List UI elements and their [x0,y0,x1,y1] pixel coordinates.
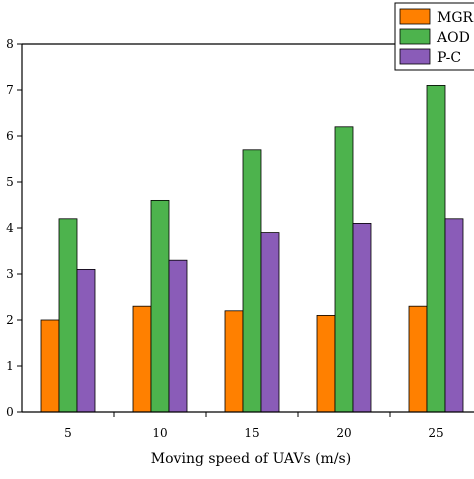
bar-aod-10 [150,199,170,413]
bar-aod-5 [58,218,78,413]
bar-p-c-5 [76,268,96,413]
bar-mgr-10 [132,305,152,413]
y-tick-label-0: 0 [6,405,14,419]
bar-p-c-25 [444,218,464,413]
y-tick-label-3: 3 [6,267,14,281]
bar-aod-15 [242,149,262,413]
x-tick-label-20: 20 [336,426,351,440]
x-axis-title: Moving speed of UAVs (m/s) [151,451,351,467]
bar-mgr-20 [316,314,336,413]
x-tick-label-10: 10 [152,426,167,440]
bar-aod-25 [426,85,446,413]
legend-label-aod: AOD [436,30,470,46]
y-tick-label-1: 1 [6,359,14,373]
legend-swatch-p-c [399,48,431,65]
ticks-layer: 0 1 2 3 4 5 6 7 8 5 10 15 20 25 [6,37,443,440]
bar-p-c-10 [168,259,188,413]
legend-swatch-mgr [399,8,431,25]
bar-mgr-15 [224,310,244,413]
y-tick-label-7: 7 [6,83,14,97]
bars-layer [40,85,464,413]
bar-mgr-5 [40,319,60,413]
y-tick-label-4: 4 [6,221,14,235]
y-tick-label-5: 5 [6,175,14,189]
y-tick-label-8: 8 [6,37,14,51]
x-tick-label-25: 25 [428,426,443,440]
legend: MGR AOD P-C [394,2,474,71]
bar-p-c-15 [260,232,280,413]
x-tick-label-5: 5 [64,426,72,440]
x-tick-label-15: 15 [244,426,259,440]
bar-aod-20 [334,126,354,413]
y-tick-label-2: 2 [6,313,14,327]
legend-swatch-aod [399,28,431,45]
legend-label-mgr: MGR [437,10,474,26]
bar-p-c-20 [352,222,372,413]
bar-mgr-25 [408,305,428,413]
legend-label-p-c: P-C [437,50,461,66]
y-tick-label-6: 6 [6,129,14,143]
